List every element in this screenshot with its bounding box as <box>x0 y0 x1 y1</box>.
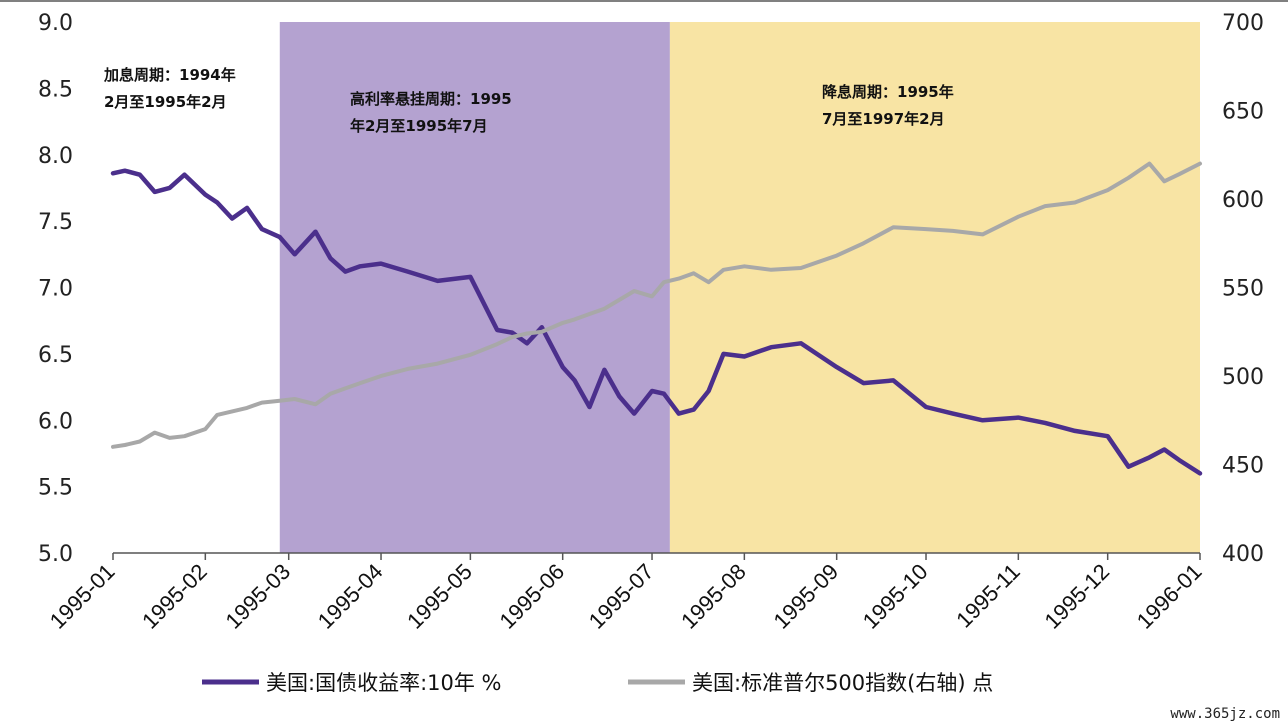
annotation-0-line-0: 加息周期：1994年 <box>103 66 236 84</box>
shaded-region-1 <box>669 22 1200 553</box>
annotation-1-line-0: 高利率悬挂周期：1995 <box>350 90 512 108</box>
series-line-0 <box>110 168 1203 476</box>
x-tick-label-6: 1995-07 <box>584 559 659 634</box>
watermark: www.365jz.com <box>1170 706 1280 722</box>
annotation-1-line-1: 年2月至1995年7月 <box>350 117 488 135</box>
y-left-tick-2: 8.0 <box>38 144 73 169</box>
x-tick-label-12: 1996-01 <box>1132 559 1207 634</box>
annotation-0-line-1: 2月至1995年2月 <box>104 93 227 111</box>
x-tick-label-11: 1995-12 <box>1039 559 1114 634</box>
y-right-tick-5: 450 <box>1222 454 1264 479</box>
x-tick-label-9: 1995-10 <box>858 559 933 634</box>
series-line-1 <box>111 161 1202 449</box>
x-tick-label-2: 1995-03 <box>220 559 295 634</box>
y-left-tick-8: 5.0 <box>38 542 73 567</box>
y-left-tick-5: 6.5 <box>38 343 73 368</box>
y-right-tick-1: 650 <box>1222 100 1264 125</box>
annotation-2-line-0: 降息周期：1995年 <box>822 83 954 101</box>
y-left-tick-4: 7.0 <box>38 277 73 302</box>
x-tick-label-5: 1995-06 <box>494 559 569 634</box>
legend-label-0: 美国:国债收益率:10年 % <box>266 671 502 695</box>
y-right-tick-3: 550 <box>1222 277 1264 302</box>
y-left-tick-0: 9.0 <box>38 11 73 36</box>
x-tick-label-8: 1995-09 <box>768 559 843 634</box>
y-right-tick-4: 500 <box>1222 365 1264 390</box>
legend-label-1: 美国:标准普尔500指数(右轴) 点 <box>692 671 993 695</box>
annotations: 加息周期：1994年 2月至1995年2月 高利率悬挂周期：1995 年2月至1995… <box>103 66 954 135</box>
y-left-tick-3: 7.5 <box>38 210 73 235</box>
series-lines <box>110 161 1203 476</box>
y-right-tick-6: 400 <box>1222 542 1264 567</box>
y-left-tick-1: 8.5 <box>38 77 73 102</box>
x-tick-label-7: 1995-08 <box>676 559 751 634</box>
x-tick-label-3: 1995-04 <box>313 559 388 634</box>
y-right-tick-2: 600 <box>1222 188 1264 213</box>
annotation-2-line-1: 7月至1997年2月 <box>822 110 945 128</box>
x-tick-label-0: 1995-01 <box>45 559 120 634</box>
legend: 美国:国债收益率:10年 % 美国:标准普尔500指数(右轴) 点 <box>202 671 993 695</box>
y-left-tick-6: 6.0 <box>38 409 73 434</box>
y-left-tick-7: 5.5 <box>38 476 73 501</box>
x-tick-label-10: 1995-11 <box>951 559 1025 633</box>
shaded-regions <box>279 22 1200 553</box>
x-tick-label-1: 1995-02 <box>137 559 212 634</box>
y-right-tick-0: 700 <box>1222 11 1264 36</box>
x-tick-label-4: 1995-05 <box>402 559 477 634</box>
